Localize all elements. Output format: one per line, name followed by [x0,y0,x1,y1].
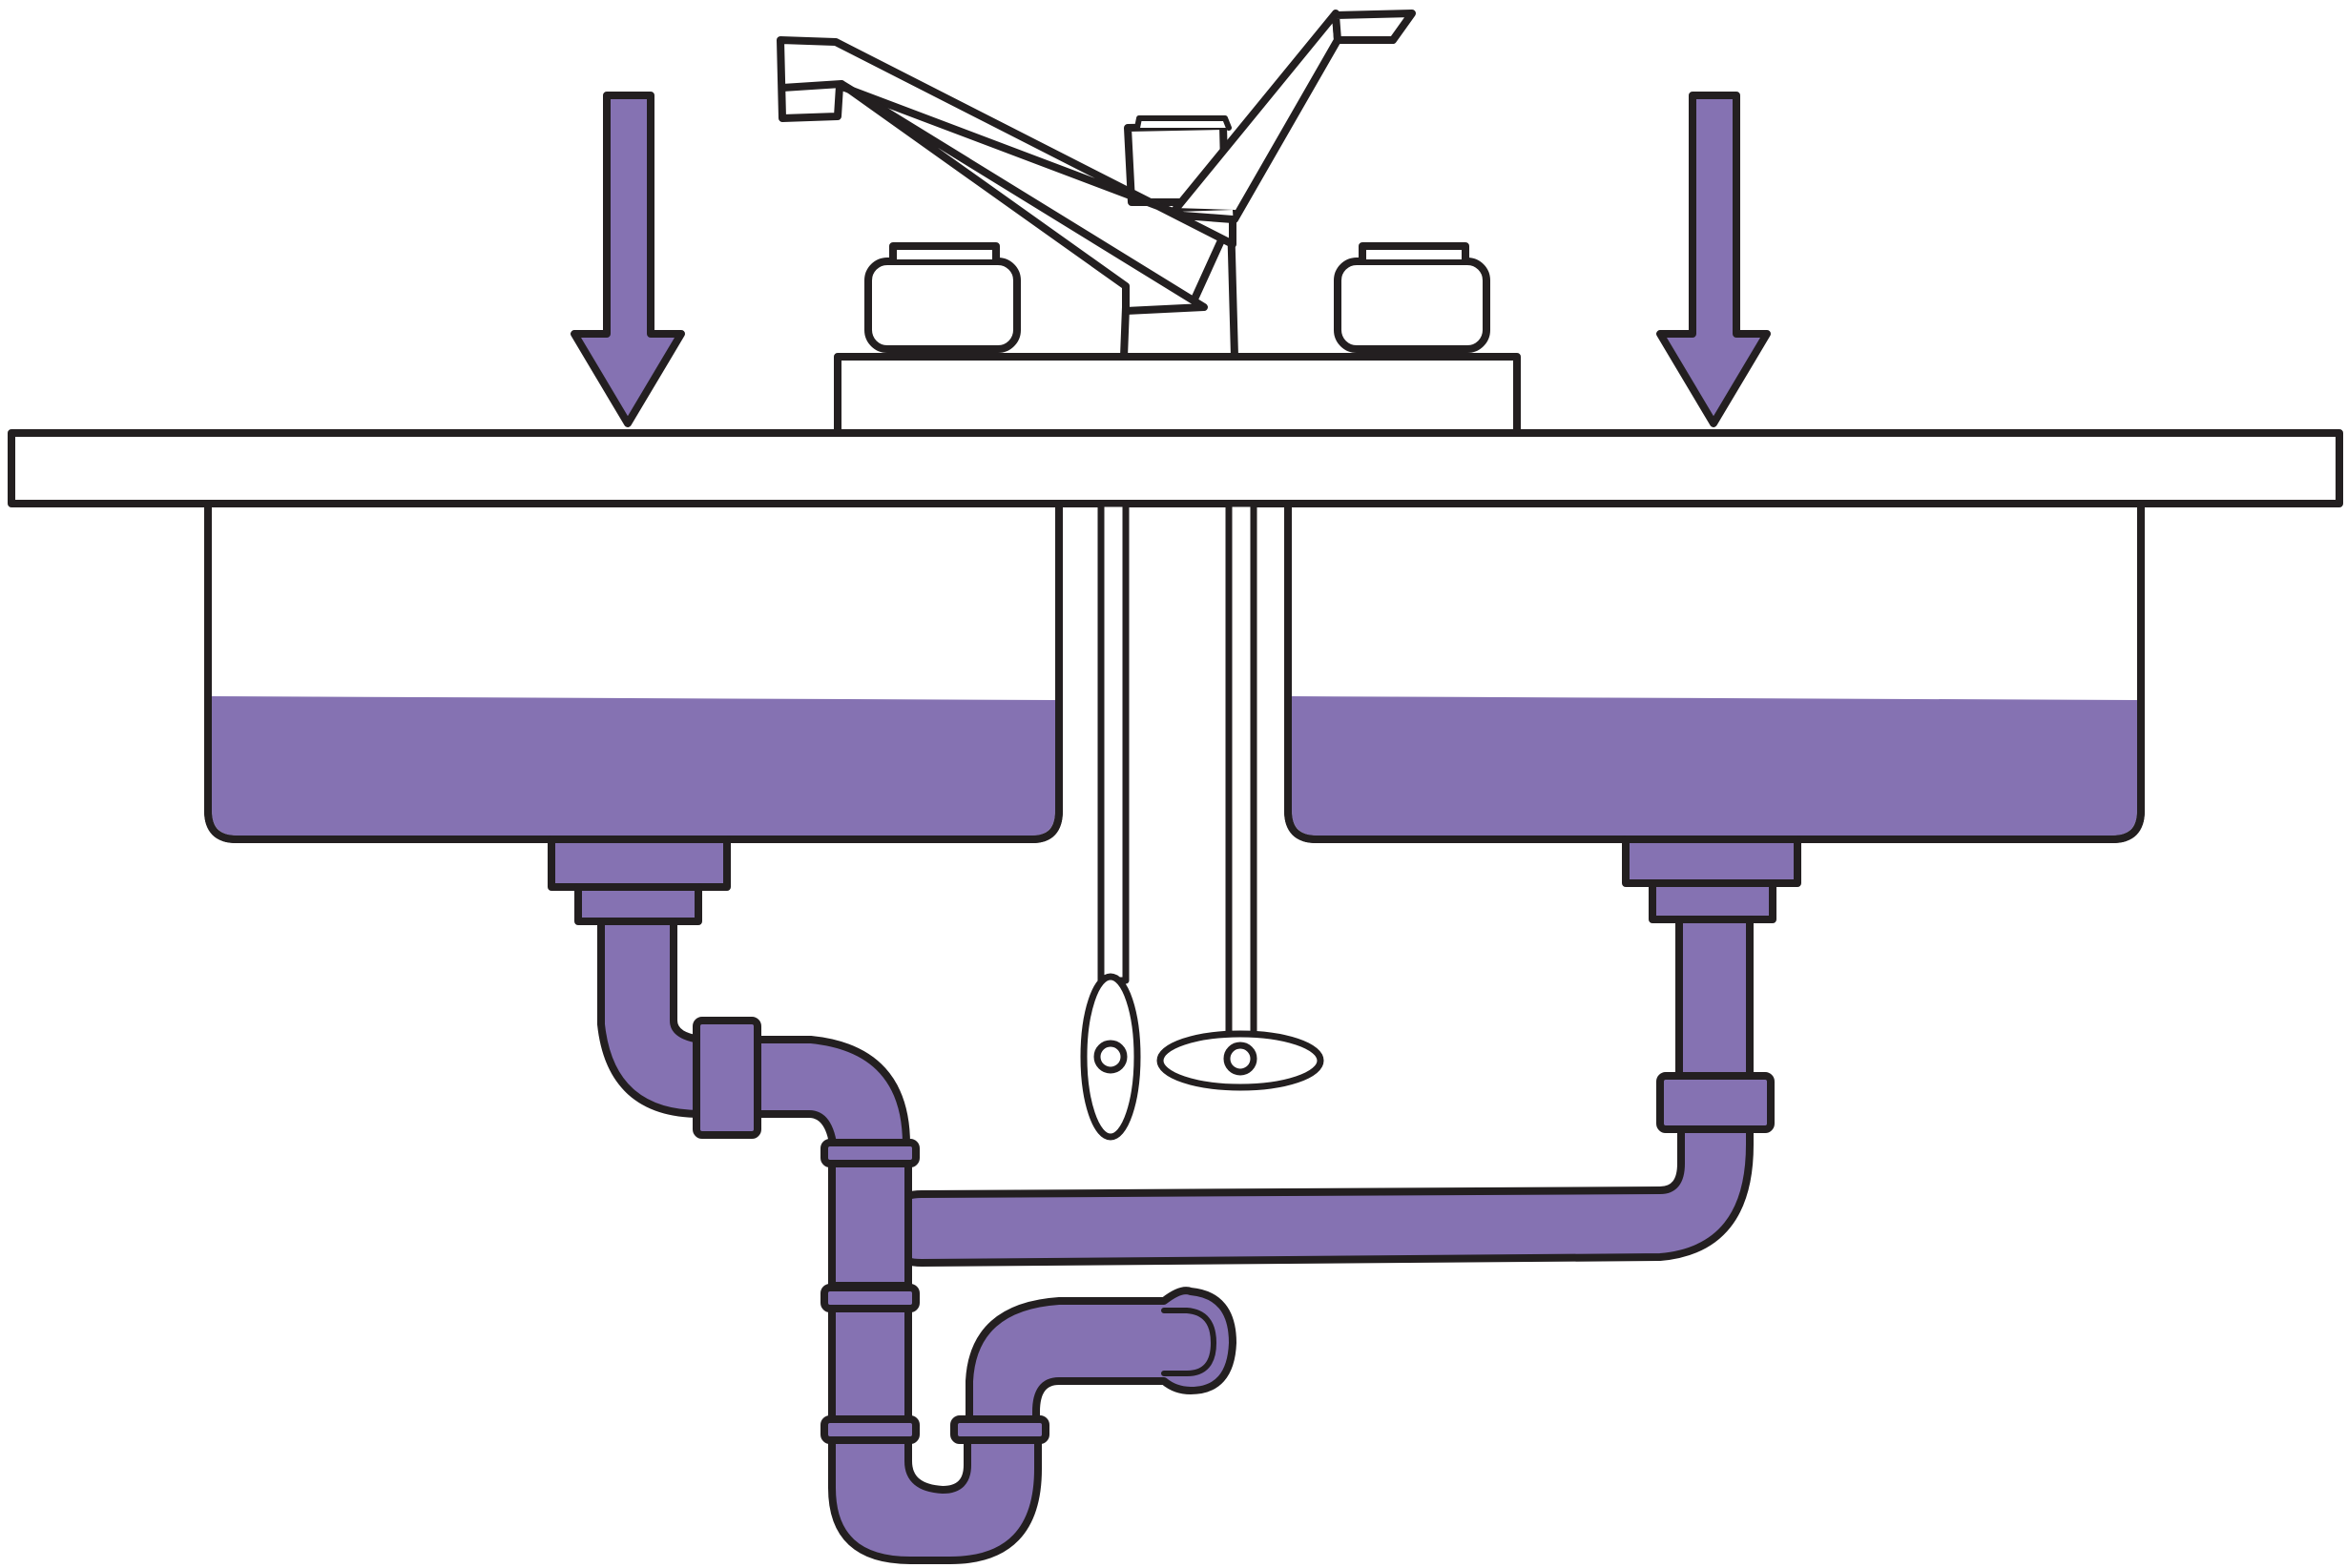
supply-lines [1097,500,1257,1042]
p-trap [820,1139,1049,1564]
right-handle [1334,242,1490,353]
countertop [8,429,2343,507]
right-flow-arrow [1656,92,1771,427]
left-flow-arrow [571,92,685,427]
right-drain-pipe [883,836,1801,1267]
right-basin [1284,502,2145,843]
left-drain-pipe [548,836,910,1154]
left-basin [204,502,1063,843]
left-shutoff-valve [1080,973,1141,1141]
wall-outlet-pipe [966,1287,1236,1423]
faucet-base [834,353,1521,437]
right-shutoff-valve [1156,1030,1324,1091]
left-handle [864,242,1021,353]
faucet [777,10,1521,437]
